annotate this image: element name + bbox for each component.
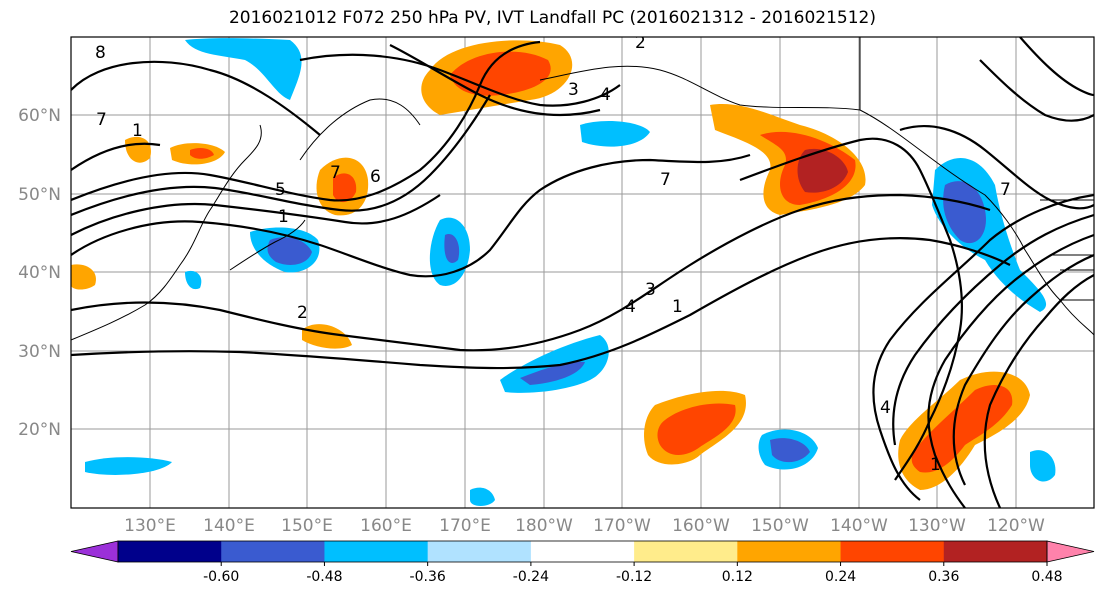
colorbar-extension-low	[70, 540, 119, 563]
positive-anomaly-kamchatka-core	[333, 173, 357, 203]
contour-label: 3	[568, 80, 579, 100]
contour-label: 1	[930, 455, 941, 475]
colorbar-tick-label: 0.36	[928, 569, 959, 585]
longitude-label: 170°W	[593, 516, 651, 536]
contour-labels: 8 7 1 3 4 7 6 5 1 2 7 4 3 1 2 4 1 7	[95, 33, 1011, 475]
contour-label: 7	[96, 110, 107, 130]
colorbar-segment	[118, 541, 222, 562]
longitude-label: 140°W	[830, 516, 888, 536]
colorbar	[70, 540, 1095, 566]
contour-label: 5	[275, 180, 286, 200]
pv-contours	[71, 37, 1094, 508]
colorbar-tick-label: -0.60	[203, 569, 239, 585]
contour-label: 4	[625, 297, 636, 317]
contour-label: 4	[600, 85, 611, 105]
contour-label: 7	[660, 170, 671, 190]
contour-label: 7	[1000, 180, 1011, 200]
colorbar-segment	[427, 541, 532, 562]
colorbar-tick-label: 0.12	[722, 569, 753, 585]
colorbar-tick-label: -0.36	[410, 569, 446, 585]
colorbar-extension-high	[1046, 540, 1095, 563]
negative-anomaly-southwest	[85, 457, 172, 475]
colorbar-tick-labels: -0.60 -0.48 -0.36 -0.24 -0.12 0.12 0.24 0.36 0.4…	[203, 569, 1062, 585]
latitude-label: 60°N	[18, 106, 61, 126]
contour-label: 1	[672, 297, 683, 317]
contour-label: 3	[645, 280, 656, 300]
colorbar-segment	[840, 541, 945, 562]
longitude-label: 160°W	[672, 516, 730, 536]
positive-anomaly-okhotsk-core	[190, 147, 214, 159]
colorbar-tick-label: -0.48	[306, 569, 342, 585]
longitude-label: 130°E	[124, 516, 176, 536]
negative-anomaly-east-edge	[1030, 450, 1056, 482]
map-content: 8 7 1 3 4 7 6 5 1 2 7 4 3 1 2 4 1 7	[71, 33, 1094, 508]
negative-anomaly-170e-core	[444, 234, 460, 263]
latitude-label: 50°N	[18, 185, 61, 205]
negative-anomaly-small-east-china	[185, 270, 202, 290]
negative-anomaly-arctic	[185, 38, 302, 100]
map-frame	[70, 36, 1095, 509]
colorbar-segment	[324, 541, 429, 562]
colorbar-segment	[943, 541, 1048, 562]
latitude-label: 30°N	[18, 342, 61, 362]
contour-label: 1	[278, 207, 289, 227]
latitude-axis: 60°N 50°N 40°N 30°N 20°N	[18, 106, 61, 440]
colorbar-frame	[117, 540, 1048, 563]
colorbar-tick-label: 0.24	[825, 569, 856, 585]
negative-anomaly-japan-core	[267, 237, 312, 265]
contour-label: 7	[330, 163, 341, 183]
colorbar-segment	[737, 541, 842, 562]
latitude-label: 40°N	[18, 263, 61, 283]
colorbar-segment	[634, 541, 738, 562]
longitude-axis: 130°E 140°E 150°E 160°E 170°E 180°W 170°…	[124, 516, 1045, 536]
negative-anomaly-south-hawaii-core	[770, 438, 810, 463]
positive-anomaly-subtropical-east-core	[911, 385, 1013, 473]
coastlines	[71, 37, 1094, 341]
contour-label: 1	[132, 121, 143, 141]
latitude-label: 20°N	[18, 420, 61, 440]
colorbar-segment	[221, 541, 325, 562]
longitude-label: 130°W	[908, 516, 966, 536]
positive-anomaly-gulf-alaska-core	[797, 148, 848, 193]
contour-label: 4	[880, 398, 891, 418]
positive-anomaly-east-asia	[71, 264, 96, 290]
map-title: 2016021012 F072 250 hPa PV, IVT Landfall…	[228, 8, 876, 28]
contour-label: 6	[370, 167, 381, 187]
longitude-label: 180°W	[515, 516, 573, 536]
contour-label: 2	[635, 33, 646, 53]
longitude-label: 140°E	[203, 516, 255, 536]
contour-label: 8	[95, 43, 106, 63]
colorbar-tick-label: -0.24	[513, 569, 549, 585]
negative-anomaly-bering	[580, 120, 650, 147]
longitude-label: 150°E	[281, 516, 333, 536]
contour-label: 2	[297, 303, 308, 323]
negative-anomaly-bottom-center	[470, 487, 495, 506]
longitude-label: 120°W	[987, 516, 1045, 536]
longitude-label: 150°W	[751, 516, 809, 536]
longitude-label: 160°E	[360, 516, 412, 536]
positive-anomaly-hawaii-core	[657, 403, 736, 456]
longitude-label: 170°E	[439, 516, 491, 536]
negative-anomaly-pacific-nw-core	[943, 181, 986, 244]
colorbar-tick-label: -0.12	[616, 569, 652, 585]
negative-anomaly-subtropical-central-core	[520, 361, 585, 385]
colorbar-tick-label: 0.48	[1031, 569, 1062, 585]
colorbar-segment	[530, 541, 635, 562]
